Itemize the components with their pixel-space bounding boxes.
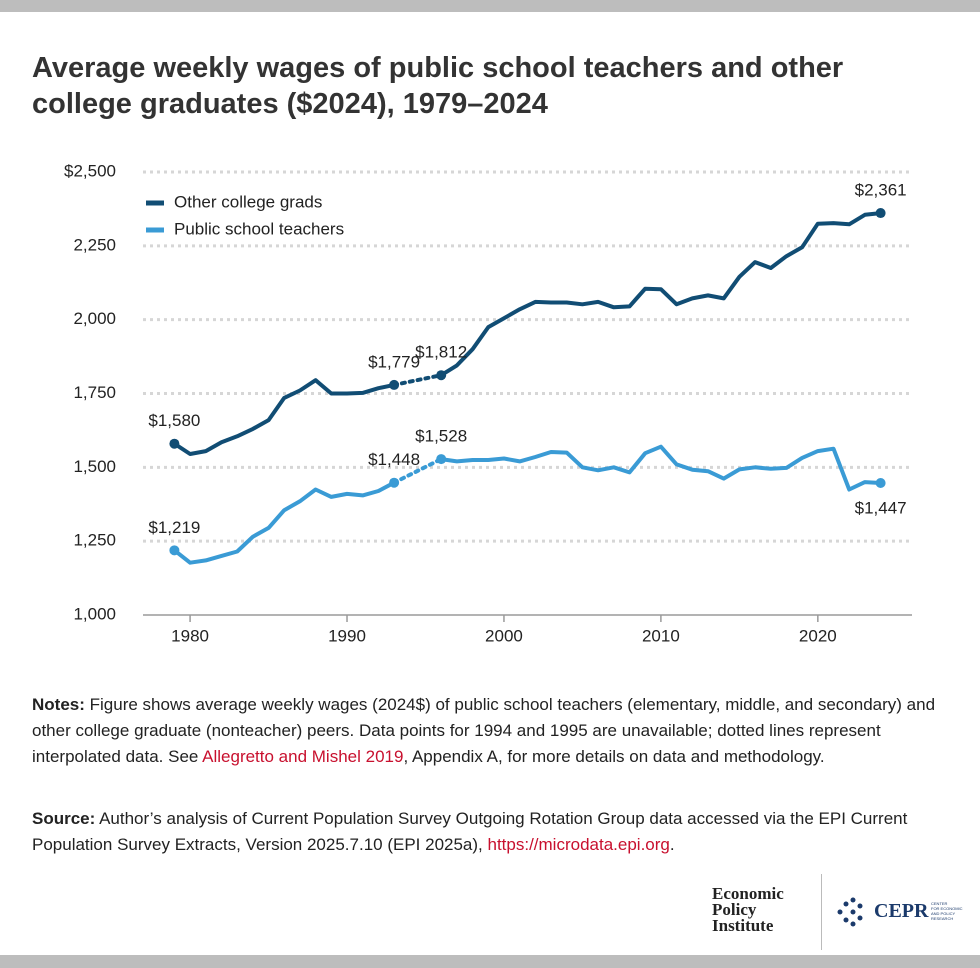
data-label: $1,812 bbox=[415, 343, 467, 362]
y-tick-label: 2,000 bbox=[73, 309, 116, 328]
logo-text: AND POLICY bbox=[931, 911, 956, 916]
chart-title: Average weekly wages of public school te… bbox=[32, 52, 844, 120]
logo-text: Economic bbox=[712, 884, 784, 903]
y-tick-label: 1,750 bbox=[73, 383, 116, 402]
interpolated-line bbox=[392, 457, 444, 485]
top-bar bbox=[0, 0, 980, 12]
y-tick-label: 1,250 bbox=[73, 531, 116, 550]
data-label: $1,528 bbox=[415, 427, 467, 446]
data-label: $1,779 bbox=[368, 352, 420, 371]
series-line bbox=[173, 480, 396, 565]
interpolated-line bbox=[392, 373, 444, 387]
x-tick-label: 2020 bbox=[799, 626, 837, 645]
data-label: $1,219 bbox=[148, 518, 200, 537]
data-label: $1,447 bbox=[855, 498, 907, 517]
y-tick-label: 1,000 bbox=[73, 604, 116, 623]
point bbox=[169, 438, 180, 449]
chart: 1,000 1,250 1,500 1,750 2,000 2,250 $2,500 1980… bbox=[64, 161, 912, 645]
x-tick-label: 2010 bbox=[642, 626, 680, 645]
x-tick-label: 2000 bbox=[485, 626, 523, 645]
source-text: . bbox=[669, 835, 675, 854]
logo-text: FOR ECONOMIC bbox=[931, 906, 963, 911]
y-tick-label: 1,500 bbox=[73, 457, 116, 476]
point bbox=[436, 370, 447, 381]
x-tick-label: 1980 bbox=[171, 626, 209, 645]
logo-text: Policy bbox=[712, 900, 757, 919]
notes-label: Notes: bbox=[32, 695, 85, 714]
cepr-logo: CEPR bbox=[874, 900, 929, 922]
point bbox=[875, 208, 886, 219]
legend-label: Public school teachers bbox=[174, 219, 344, 238]
point bbox=[389, 477, 400, 488]
notes-text: , Appendix A, for more details on data a… bbox=[403, 747, 825, 766]
series-line bbox=[440, 211, 881, 377]
data-label: $2,361 bbox=[855, 181, 907, 200]
notes-text: Figure shows average weekly wages (2024$… bbox=[32, 695, 936, 766]
y-tick-label: $2,500 bbox=[64, 161, 116, 180]
x-tick-label: 1990 bbox=[328, 626, 366, 645]
logo-text: CENTER bbox=[931, 901, 948, 906]
point bbox=[436, 454, 447, 465]
point bbox=[389, 379, 400, 390]
source-link[interactable]: https://microdata.epi.org bbox=[487, 835, 670, 854]
point bbox=[875, 477, 886, 488]
series-line bbox=[440, 444, 881, 492]
point bbox=[169, 545, 180, 556]
y-tick-label: 2,250 bbox=[73, 235, 116, 254]
notes: Notes: Figure shows average weekly wages… bbox=[32, 692, 952, 770]
logo-text: Institute bbox=[712, 916, 774, 935]
data-label: $1,580 bbox=[148, 411, 200, 430]
logo-text: RESEARCH bbox=[931, 916, 954, 921]
source: Source: Author’s analysis of Current Pop… bbox=[32, 806, 952, 858]
source-label: Source: bbox=[32, 809, 96, 828]
logo-divider bbox=[821, 874, 822, 950]
source-text: Author’s analysis of Current Population … bbox=[32, 809, 908, 854]
cepr-sub: CENTER FOR ECONOMIC AND POLICY RESEARCH bbox=[931, 901, 963, 921]
legend-label: Other college grads bbox=[174, 192, 322, 211]
epi-logo: Economic Policy Institute bbox=[712, 884, 784, 935]
notes-link[interactable]: Allegretto and Mishel 2019 bbox=[202, 747, 404, 766]
cepr-icon bbox=[837, 897, 863, 927]
data-label: $1,448 bbox=[368, 450, 420, 469]
bottom-bar bbox=[0, 955, 980, 968]
series-line bbox=[173, 378, 395, 456]
